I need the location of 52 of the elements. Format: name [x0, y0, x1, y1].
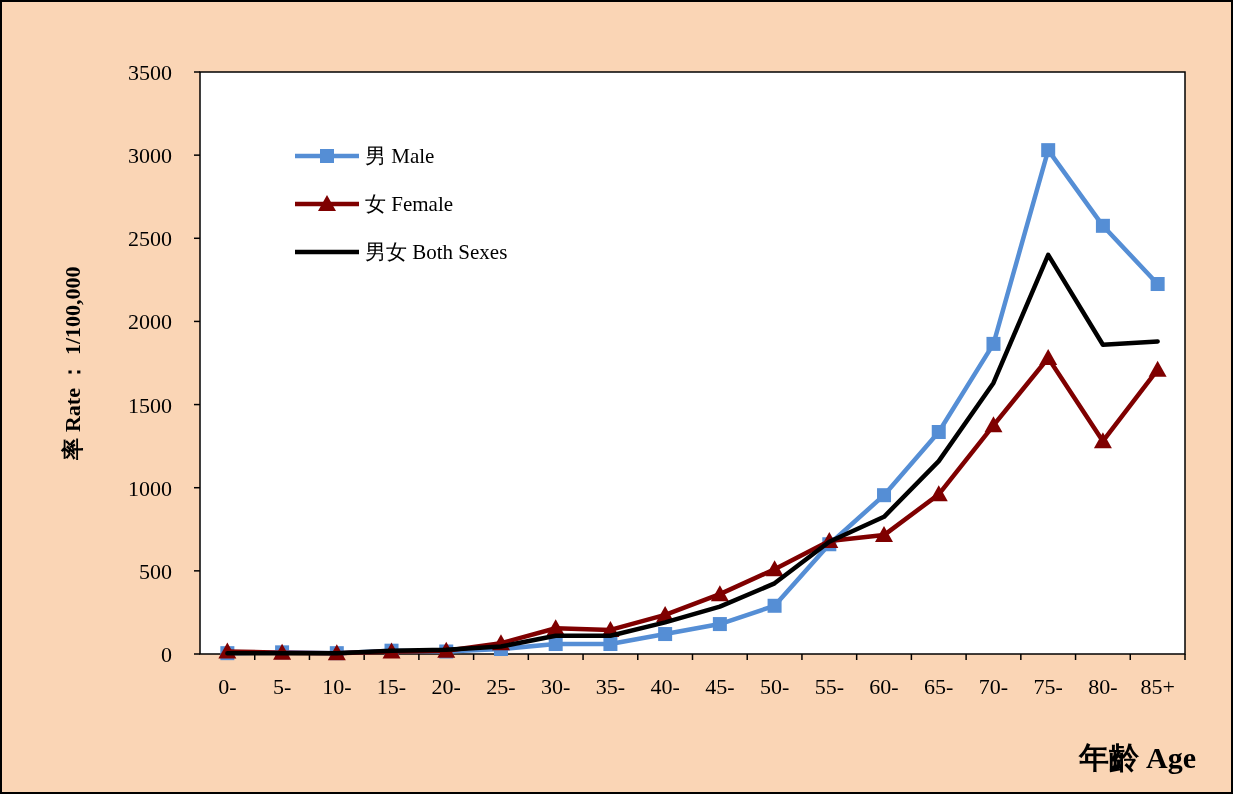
point — [875, 526, 894, 543]
y-tick-label: 3500 — [128, 60, 172, 85]
y-tick-label: 2500 — [128, 226, 172, 252]
y-axis-title: 率 Rate ： 1/100,000 — [60, 266, 85, 461]
point — [603, 637, 618, 652]
x-axis-title: 年齡 Age — [1077, 741, 1196, 774]
point — [710, 585, 729, 602]
x-tick-label: 20- — [431, 674, 461, 699]
point — [1095, 218, 1110, 233]
x-tick-label: 65- — [924, 674, 954, 699]
point — [767, 598, 782, 613]
x-tick-label: 35- — [595, 674, 626, 699]
legend-label: 男 Male — [365, 144, 435, 168]
point — [1039, 349, 1058, 366]
point — [658, 627, 673, 642]
point — [548, 637, 563, 652]
x-tick-label: 60- — [869, 674, 899, 699]
x-tick-label: 70- — [978, 674, 1009, 699]
x-tick-label: 5- — [272, 674, 292, 699]
point — [986, 336, 1001, 351]
point — [1041, 143, 1056, 158]
y-tick-label: 500 — [139, 558, 172, 584]
x-tick-label: 45- — [705, 674, 735, 699]
y-tick-label: 0 — [161, 642, 172, 667]
x-tick-label: 15- — [376, 674, 407, 699]
point — [1148, 360, 1167, 377]
y-tick-label: 1000 — [128, 475, 172, 501]
legend-item: 女 Female — [295, 192, 454, 216]
point — [765, 560, 784, 577]
point — [1093, 432, 1112, 449]
point — [712, 617, 727, 632]
legend-item: 男女 Both Sexes — [295, 240, 508, 264]
point — [984, 416, 1003, 433]
y-tick-label: 3000 — [128, 143, 172, 169]
x-tick-label: 30- — [541, 674, 571, 699]
x-tick-label: 0- — [218, 674, 237, 699]
legend-label: 男女 Both Sexes — [365, 240, 508, 264]
point — [877, 488, 892, 503]
x-tick-label: 25- — [486, 674, 516, 699]
legend-label: 女 Female — [365, 192, 454, 216]
x-tick-label: 55- — [814, 674, 844, 699]
y-tick-label: 2000 — [128, 309, 172, 335]
point — [1150, 277, 1165, 292]
legend-item: 男 Male — [295, 144, 435, 168]
x-tick-label: 10- — [322, 674, 352, 699]
point — [931, 425, 946, 440]
x-tick-label: 85+ — [1140, 674, 1175, 699]
y-tick-label: 1500 — [128, 392, 172, 418]
x-tick-label: 75- — [1033, 674, 1063, 699]
x-tick-label: 80- — [1088, 674, 1118, 699]
x-tick-label: 50- — [759, 674, 790, 699]
x-tick-label: 40- — [650, 674, 680, 699]
